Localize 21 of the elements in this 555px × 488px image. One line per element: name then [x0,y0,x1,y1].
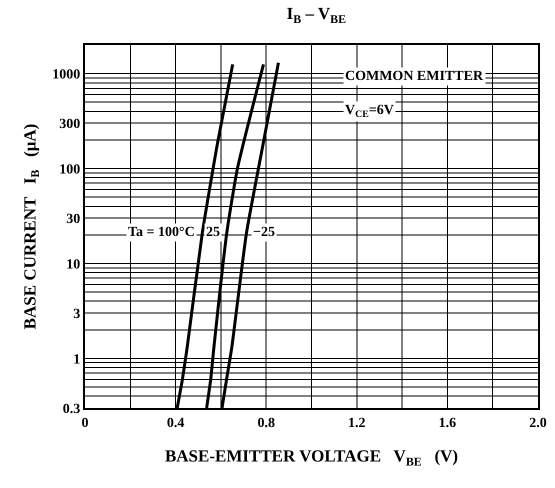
series-label: 25 [206,225,220,240]
y-tick-label: 3 [73,306,80,322]
y-tick-label: 10 [66,257,80,272]
y-tick-label: 0.3 [62,402,80,417]
x-axis-title: BASE-EMITTER VOLTAGE V$_{BE}$ (V) [164,446,458,468]
x-tick-label: 1.2 [348,416,366,431]
x-tick-label: 0.8 [257,416,275,431]
y-tick-label: 100 [59,162,80,178]
x-tick-label: 0.4 [166,416,184,431]
x-tick-label: 2.0 [529,416,547,431]
annotation: COMMON EMITTER [345,69,484,84]
y-tick-label: 300 [59,117,80,132]
x-tick-label: 0 [82,416,88,431]
y-tick-label: 30 [66,212,80,228]
annotation: V$_{CE}$=6V [345,103,394,120]
series-label: −25 [253,225,275,240]
series-label: Ta = 100°C [128,225,195,240]
x-tick-label: 1.6 [438,416,456,431]
y-tick-label: 1 [73,352,80,368]
chart-title: I$_{B}$ – V$_{BE}$ [286,4,346,26]
y-tick-label: 1000 [52,67,80,82]
